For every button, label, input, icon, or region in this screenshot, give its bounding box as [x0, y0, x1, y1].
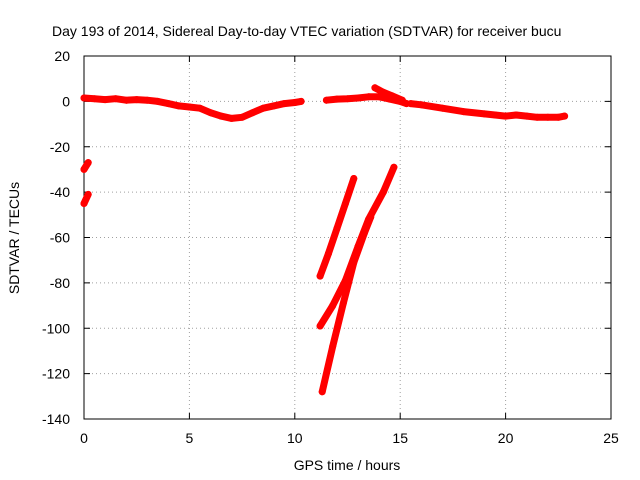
data-point [297, 97, 305, 105]
data-point [217, 112, 225, 120]
data-point [84, 159, 92, 167]
data-point [354, 94, 362, 102]
x-tick-labels: 0 5 10 15 20 25 [80, 430, 619, 446]
y-tick-label: 20 [54, 48, 70, 64]
data-point [175, 102, 183, 110]
data-point [341, 200, 349, 207]
data-point [523, 112, 531, 120]
data-point [375, 93, 383, 101]
data-point [101, 96, 109, 104]
data-point [249, 109, 257, 117]
data-point [367, 213, 375, 221]
data-point [143, 96, 151, 104]
y-tick-label: -120 [42, 366, 70, 382]
data-point [481, 110, 488, 118]
x-tick-label: 0 [80, 430, 88, 446]
x-tick-label: 10 [287, 430, 303, 446]
data-point [80, 94, 88, 102]
x-tick-label: 25 [603, 430, 619, 446]
data-point [80, 165, 88, 173]
data-point [407, 100, 415, 108]
data-point [318, 388, 326, 396]
data-point [459, 108, 467, 116]
data-point [238, 113, 246, 121]
data-point [417, 101, 425, 109]
data-point [80, 200, 88, 207]
data-point [333, 95, 341, 103]
y-tick-label: -40 [50, 184, 70, 200]
data-point [339, 299, 347, 307]
data-point [325, 249, 332, 257]
data-point [398, 96, 406, 104]
data-point [329, 302, 337, 310]
data-point [533, 113, 541, 121]
data-point [228, 114, 236, 122]
data-point [390, 163, 398, 171]
series-line [80, 94, 305, 122]
data-point [329, 342, 337, 350]
y-tick-label: -100 [42, 320, 70, 336]
series-layer [80, 84, 569, 396]
data-point [112, 95, 120, 103]
series-line [371, 84, 406, 104]
y-tick-label: 0 [62, 93, 70, 109]
x-tick-label: 20 [498, 430, 514, 446]
chart-title: Day 193 of 2014, Sidereal Day-to-day VTE… [52, 23, 561, 39]
data-point [365, 93, 373, 101]
data-point [379, 88, 387, 96]
series-left-edge-upper [80, 159, 92, 173]
data-point [291, 99, 299, 106]
data-point [491, 111, 499, 119]
data-point [371, 84, 379, 92]
y-tick-label: -60 [50, 230, 70, 246]
series-left-edge-lower [80, 190, 92, 207]
data-point [122, 96, 130, 104]
data-point [91, 95, 98, 103]
data-point [344, 95, 351, 103]
series-descending-track-1 [316, 175, 358, 280]
data-point [196, 104, 204, 112]
data-point [360, 229, 368, 237]
data-point [512, 111, 520, 119]
data-point [316, 322, 324, 330]
data-point [316, 272, 324, 280]
data-point [544, 113, 552, 121]
y-tick-label: -140 [42, 411, 70, 427]
data-point [280, 100, 288, 108]
data-point [502, 112, 510, 120]
grid-layer [84, 56, 611, 419]
data-point [388, 92, 396, 100]
data-point [185, 103, 193, 111]
series-descending-track-3 [318, 213, 375, 396]
data-point [164, 100, 172, 108]
data-point [322, 96, 330, 104]
data-point [350, 259, 358, 266]
data-point [350, 175, 358, 182]
plot-frame [83, 55, 612, 420]
y-tick-label: -80 [50, 275, 70, 291]
data-point [259, 104, 267, 112]
series-main-band [80, 94, 305, 122]
y-tick-labels: 20 0 -20 -40 -60 -80 -100 -120 -140 [42, 48, 70, 427]
x-axis-label: GPS time / hours [294, 457, 401, 473]
data-point [84, 190, 92, 198]
data-point [333, 224, 341, 232]
data-point [561, 112, 569, 120]
data-point [270, 102, 278, 110]
series-segment-2-spur [371, 84, 406, 104]
data-point [207, 109, 214, 117]
data-point [554, 113, 562, 121]
y-tick-label: -20 [50, 139, 70, 155]
data-point [154, 97, 162, 105]
series-segment-3 [407, 100, 569, 121]
data-point [133, 96, 141, 104]
y-axis-label: SDTVAR / TECUs [6, 182, 22, 294]
x-tick-label: 5 [186, 430, 194, 446]
data-point [379, 188, 387, 196]
x-tick-label: 15 [392, 430, 408, 446]
data-point [438, 104, 446, 112]
ticks-layer [83, 55, 612, 420]
